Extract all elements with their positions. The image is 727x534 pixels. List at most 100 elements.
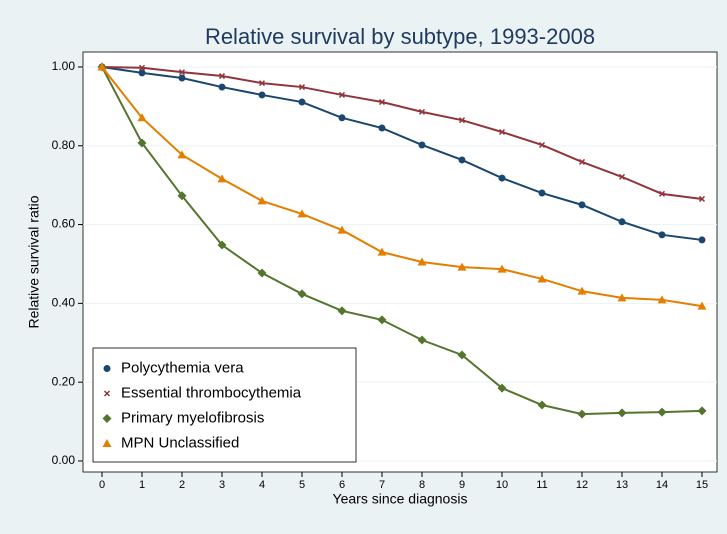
- x-tick-label: 14: [656, 479, 668, 491]
- x-tick-label: 0: [99, 479, 105, 491]
- data-point: [578, 201, 586, 209]
- data-point: [457, 262, 467, 271]
- data-point: [617, 293, 627, 302]
- x-tick-label: 12: [576, 479, 588, 491]
- data-point: [418, 108, 426, 115]
- legend-box: [92, 347, 357, 463]
- data-point: [618, 218, 626, 226]
- data-point: [618, 173, 626, 180]
- x-tick-label: 4: [259, 479, 265, 491]
- data-point: [97, 62, 107, 71]
- data-point: [137, 138, 147, 148]
- data-point: [458, 117, 466, 124]
- data-point: [658, 190, 666, 197]
- legend-marker: [103, 365, 111, 372]
- data-point: [658, 231, 666, 239]
- x-tick-label: 3: [219, 479, 225, 491]
- data-point: [458, 156, 466, 164]
- data-point: [257, 196, 267, 205]
- series-line: [101, 66, 703, 416]
- data-point: [138, 64, 146, 71]
- data-point: [657, 407, 667, 417]
- x-tick-label: 9: [459, 479, 465, 491]
- data-point: [298, 84, 306, 91]
- data-point: [177, 191, 187, 201]
- data-point: [537, 400, 547, 410]
- data-point: [538, 141, 546, 149]
- data-point: [338, 114, 346, 122]
- series-line: [101, 65, 703, 241]
- data-point: [698, 195, 706, 202]
- data-point: [338, 91, 346, 98]
- data-point: [417, 335, 427, 345]
- x-tick-label: 10: [496, 479, 508, 491]
- data-point: [497, 383, 507, 393]
- data-point: [217, 240, 227, 250]
- data-point: [538, 189, 546, 197]
- data-point: [657, 295, 667, 304]
- y-tick-label: 0.00: [52, 453, 76, 467]
- legend-marker: [102, 439, 112, 447]
- y-tick-label: 0.20: [52, 374, 76, 388]
- data-point: [617, 408, 627, 418]
- data-point: [378, 99, 386, 106]
- x-tick-label: 6: [339, 479, 345, 491]
- y-tick-label: 0.80: [52, 138, 76, 152]
- data-point: [217, 174, 227, 183]
- x-tick-label: 11: [536, 479, 547, 491]
- data-point: [337, 306, 347, 316]
- data-point: [498, 174, 506, 182]
- legend-marker: [103, 390, 111, 397]
- legend-label: Essential thrombocythemia: [121, 384, 302, 401]
- data-point: [698, 236, 706, 244]
- data-point: [577, 409, 587, 419]
- data-point: [297, 289, 307, 299]
- y-tick-label: 1.00: [52, 59, 76, 73]
- x-tick-label: 8: [419, 479, 425, 491]
- data-point: [257, 268, 267, 278]
- data-point: [378, 124, 386, 132]
- legend-marker: [102, 414, 112, 423]
- chart-title: Relative survival by subtype, 1993-2008: [205, 24, 595, 49]
- x-tick-label: 7: [379, 479, 385, 491]
- data-point: [298, 98, 306, 106]
- legend-label: Polycythemia vera: [121, 359, 244, 376]
- data-point: [178, 69, 186, 76]
- data-point: [498, 128, 506, 136]
- y-tick-label: 0.60: [52, 217, 76, 231]
- data-point: [138, 69, 146, 77]
- data-point: [137, 113, 147, 122]
- x-tick-label: 13: [616, 479, 628, 491]
- data-point: [178, 74, 186, 82]
- data-point: [218, 73, 226, 80]
- data-point: [697, 406, 707, 416]
- x-tick-label: 5: [299, 479, 305, 491]
- x-tick-label: 1: [139, 479, 145, 491]
- y-axis-label: Relative survival ratio: [26, 195, 42, 328]
- data-point: [377, 315, 387, 325]
- legend-label: MPN Unclassified: [121, 434, 239, 451]
- data-point: [218, 83, 226, 91]
- x-tick-label: 2: [179, 479, 185, 491]
- data-point: [177, 150, 187, 159]
- data-point: [297, 209, 307, 218]
- data-point: [258, 91, 266, 99]
- data-point: [697, 301, 707, 310]
- data-point: [577, 286, 587, 295]
- x-tick-label: 15: [696, 479, 708, 491]
- data-point: [337, 225, 347, 234]
- data-point: [258, 80, 266, 87]
- legend-label: Primary myelofibrosis: [121, 409, 264, 426]
- y-tick-label: 0.40: [52, 296, 76, 310]
- data-point: [377, 247, 387, 256]
- data-point: [578, 158, 586, 165]
- data-point: [417, 257, 427, 266]
- x-axis-label: Years since diagnosis: [333, 491, 468, 507]
- data-point: [497, 264, 507, 273]
- series-line: [101, 66, 703, 308]
- data-point: [537, 274, 547, 283]
- series-line: [101, 65, 703, 200]
- data-point: [457, 350, 467, 360]
